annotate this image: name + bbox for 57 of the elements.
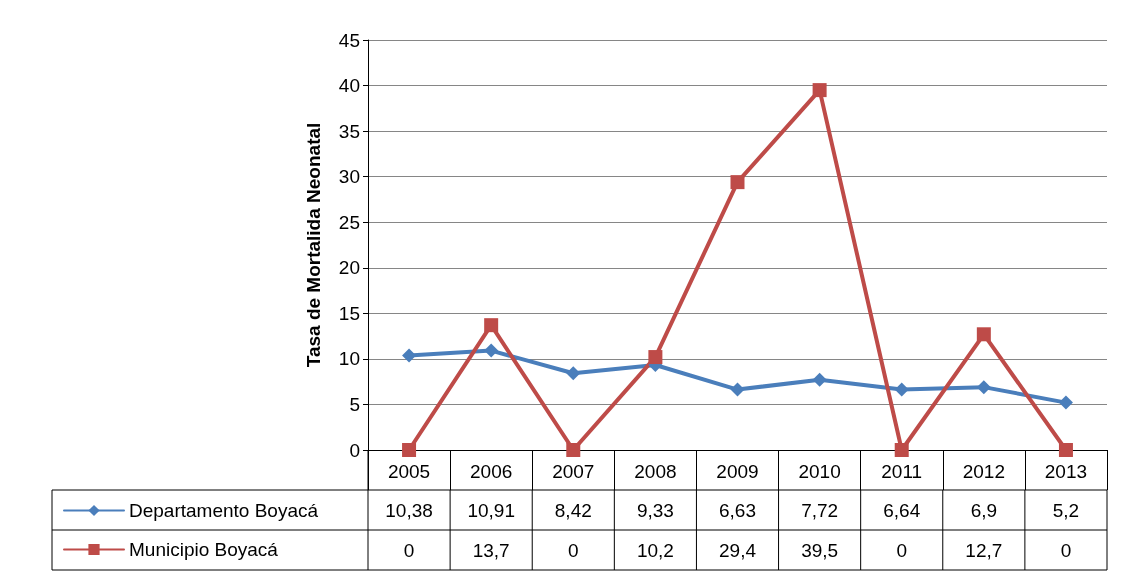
y-tick-label: 30 <box>338 166 360 188</box>
x-tick-label: 2005 <box>387 461 431 482</box>
data-label: 5,2 <box>1052 499 1080 521</box>
data-label: 9,33 <box>636 499 674 521</box>
y-axis-title: Tasa de Mortalida Neonatal <box>303 122 324 368</box>
point <box>894 382 909 397</box>
data-label: 6,63 <box>719 499 756 521</box>
x-tick-label: 2008 <box>634 461 677 482</box>
data-label: 39,5 <box>801 539 839 561</box>
data-label: 13,7 <box>472 539 510 561</box>
point <box>976 380 991 395</box>
data-label: 29,4 <box>719 539 757 561</box>
legend-label: Municipio Boyacá <box>129 539 279 560</box>
point <box>484 343 499 358</box>
x-tick-label: 2006 <box>470 461 513 482</box>
point <box>566 443 581 457</box>
data-label: 10,91 <box>467 499 515 521</box>
data-label: 12,7 <box>965 539 1003 561</box>
y-tick-label: 45 <box>338 29 360 51</box>
point <box>402 443 417 457</box>
data-label: 6,64 <box>883 499 921 521</box>
y-tick-label: 15 <box>338 302 360 324</box>
x-tick-label: 2007 <box>552 461 595 482</box>
data-label: 0 <box>567 539 579 561</box>
x-tick-label: 2010 <box>798 461 841 482</box>
point <box>894 443 909 457</box>
point <box>484 318 499 333</box>
y-tick-label: 5 <box>349 393 360 415</box>
y-tick-label: 20 <box>338 257 360 279</box>
point <box>730 175 745 190</box>
x-tick-label: 2013 <box>1044 461 1088 482</box>
point <box>402 348 417 363</box>
data-label: 0 <box>896 539 908 561</box>
point <box>730 382 745 397</box>
data-label: 8,42 <box>554 499 592 521</box>
data-label: 0 <box>403 539 415 561</box>
point <box>976 327 991 342</box>
data-label: 10,2 <box>636 539 674 561</box>
point <box>566 366 581 381</box>
y-tick-label: 10 <box>338 348 360 370</box>
point <box>812 83 827 98</box>
point <box>1058 443 1073 457</box>
data-label: 0 <box>1060 539 1072 561</box>
y-tick-label: 40 <box>338 75 360 97</box>
point <box>648 350 663 365</box>
x-tick-label: 2012 <box>962 461 1005 482</box>
legend-label: Departamento Boyacá <box>129 500 319 521</box>
y-tick-label: 0 <box>349 439 360 461</box>
data-label: 10,38 <box>385 499 433 521</box>
data-label: 7,72 <box>801 499 839 521</box>
y-tick-label: 25 <box>338 211 360 233</box>
point <box>812 372 827 387</box>
x-tick-label: 2011 <box>881 461 923 482</box>
x-tick-label: 2009 <box>716 461 759 482</box>
point <box>1058 395 1073 410</box>
y-tick-label: 35 <box>338 120 360 142</box>
data-label: 6,9 <box>970 499 998 521</box>
